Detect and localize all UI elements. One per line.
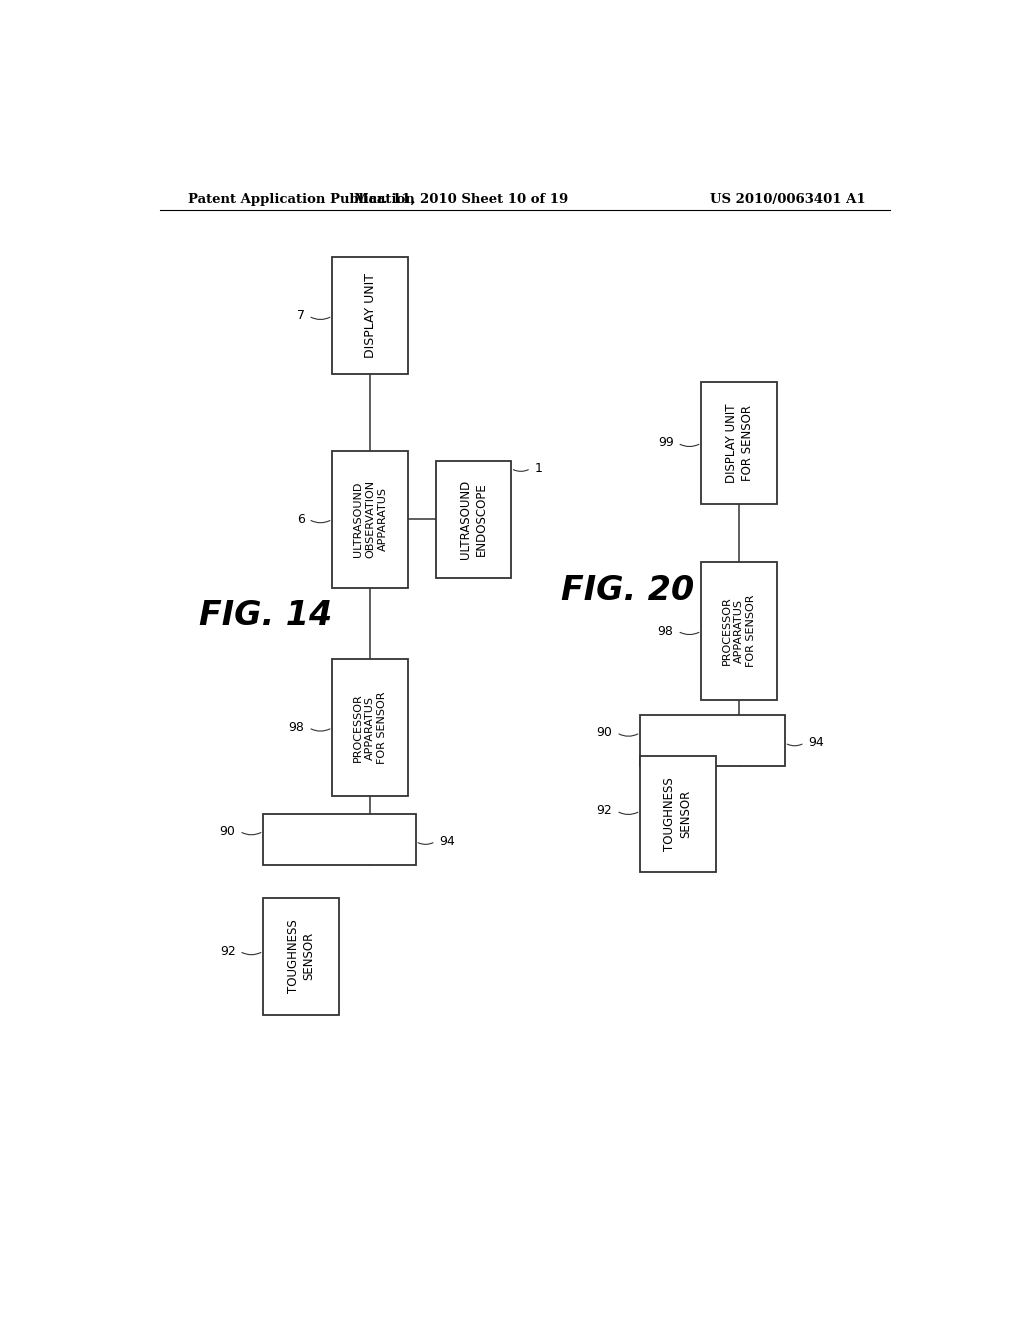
Bar [263, 814, 416, 865]
Text: PROCESSOR
APPARATUS
FOR SENSOR: PROCESSOR APPARATUS FOR SENSOR [722, 595, 757, 668]
Bar [701, 381, 777, 504]
Text: 99: 99 [657, 437, 674, 450]
Text: FIG. 20: FIG. 20 [560, 574, 694, 607]
Bar [640, 715, 784, 766]
Text: PROCESSOR
APPARATUS
FOR SENSOR: PROCESSOR APPARATUS FOR SENSOR [352, 692, 387, 764]
Text: 6: 6 [297, 512, 304, 525]
Text: Mar. 11, 2010 Sheet 10 of 19: Mar. 11, 2010 Sheet 10 of 19 [354, 193, 568, 206]
Bar [640, 755, 716, 873]
Text: 98: 98 [289, 721, 304, 734]
Text: 7: 7 [297, 309, 304, 322]
Text: 92: 92 [597, 804, 612, 817]
Bar [333, 659, 408, 796]
Bar [333, 257, 408, 375]
Text: DISPLAY UNIT
FOR SENSOR: DISPLAY UNIT FOR SENSOR [725, 403, 754, 483]
Text: Patent Application Publication: Patent Application Publication [187, 193, 415, 206]
Text: ULTRASOUND
OBSERVATION
APPARATUS: ULTRASOUND OBSERVATION APPARATUS [352, 480, 387, 558]
Bar [435, 461, 511, 578]
Text: 94: 94 [439, 836, 456, 847]
Bar [263, 898, 339, 1015]
Text: 94: 94 [809, 737, 824, 750]
Text: 98: 98 [657, 624, 674, 638]
Text: DISPLAY UNIT: DISPLAY UNIT [364, 273, 377, 359]
Text: TOUGHNESS
SENSOR: TOUGHNESS SENSOR [664, 777, 692, 851]
Text: ULTRASOUND
ENDOSCOPE: ULTRASOUND ENDOSCOPE [459, 479, 487, 558]
Text: 90: 90 [220, 825, 236, 838]
Bar [701, 562, 777, 700]
Bar [333, 450, 408, 587]
Text: TOUGHNESS
SENSOR: TOUGHNESS SENSOR [287, 920, 315, 993]
Text: 92: 92 [220, 945, 236, 958]
Text: US 2010/0063401 A1: US 2010/0063401 A1 [711, 193, 866, 206]
Text: FIG. 14: FIG. 14 [200, 599, 333, 632]
Text: 90: 90 [597, 726, 612, 739]
Text: 1: 1 [535, 462, 543, 475]
